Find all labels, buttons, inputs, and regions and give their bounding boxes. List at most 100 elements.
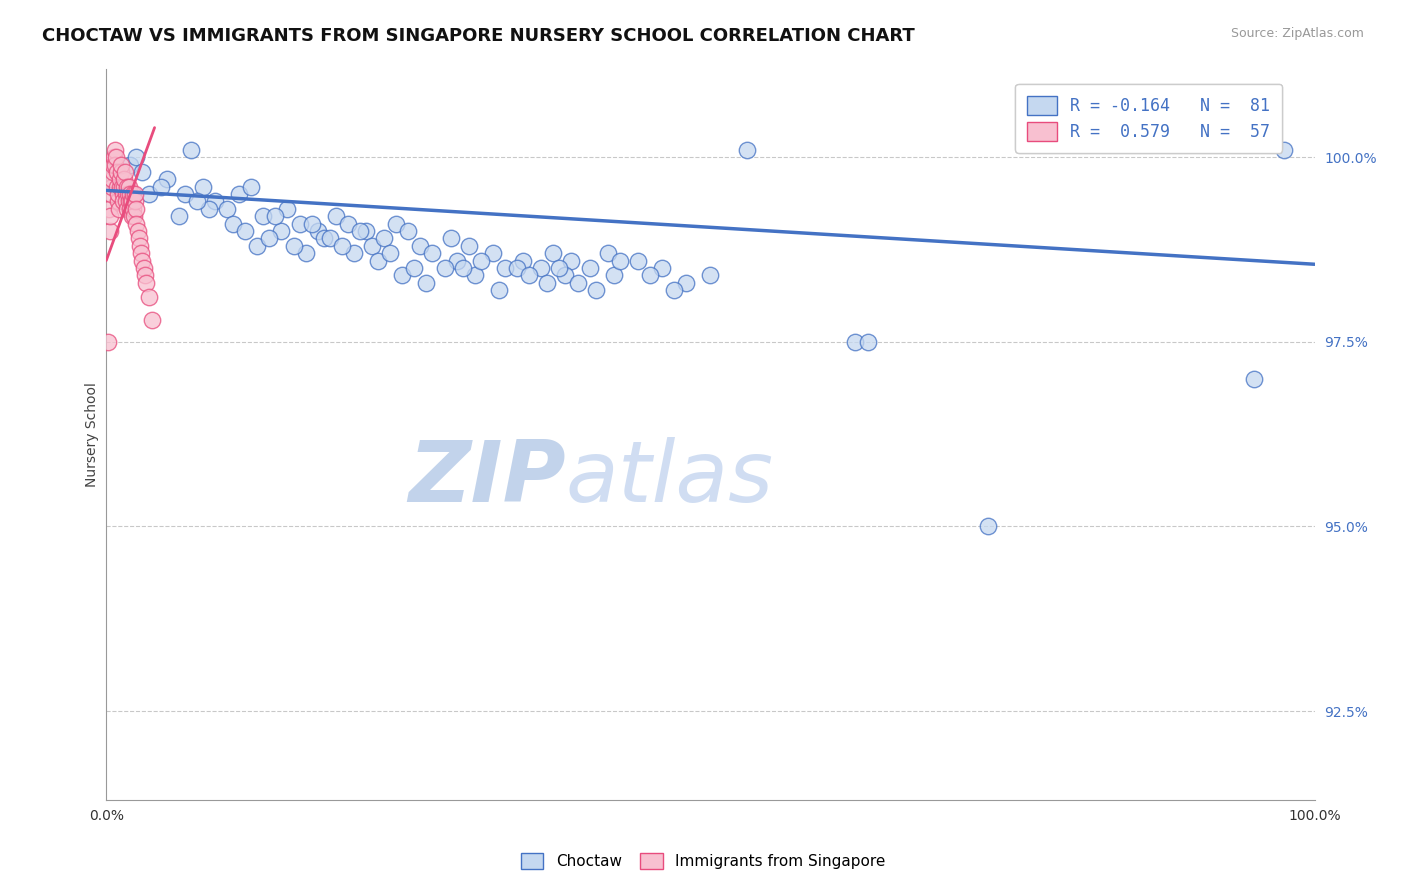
Point <box>156 172 179 186</box>
Legend: R = -0.164   N =  81, R =  0.579   N =  57: R = -0.164 N = 81, R = 0.579 N = 57 <box>1015 84 1282 153</box>
Point <box>415 276 437 290</box>
Point <box>103 150 125 164</box>
Point <box>108 179 131 194</box>
Point <box>228 187 250 202</box>
Text: atlas: atlas <box>565 436 773 519</box>
Point <box>111 179 134 194</box>
Point <box>101 165 124 179</box>
Point <box>110 157 132 171</box>
Point <box>149 179 172 194</box>
Point <box>167 209 190 223</box>
Point <box>409 239 432 253</box>
Point <box>627 253 650 268</box>
Point <box>120 194 142 209</box>
Point <box>651 260 673 275</box>
Text: CHOCTAW VS IMMIGRANTS FROM SINGAPORE NURSERY SCHOOL CORRELATION CHART: CHOCTAW VS IMMIGRANTS FROM SINGAPORE NUR… <box>42 27 915 45</box>
Point <box>662 283 685 297</box>
Point <box>103 157 125 171</box>
Point <box>977 519 1000 533</box>
Point <box>101 172 124 186</box>
Point <box>603 268 626 283</box>
Point <box>543 246 565 260</box>
Point <box>129 239 152 253</box>
Point <box>844 334 866 349</box>
Point <box>118 194 141 209</box>
Text: ZIP: ZIP <box>408 436 565 519</box>
Point <box>246 239 269 253</box>
Point <box>270 224 292 238</box>
Point <box>104 150 127 164</box>
Point <box>112 172 135 186</box>
Point <box>191 179 214 194</box>
Point <box>464 268 486 283</box>
Point <box>125 202 148 216</box>
Point <box>276 202 298 216</box>
Point <box>127 224 149 238</box>
Point <box>240 179 263 194</box>
Point <box>100 209 122 223</box>
Point <box>131 165 153 179</box>
Point <box>336 217 359 231</box>
Point <box>440 231 463 245</box>
Point <box>560 253 582 268</box>
Point <box>283 239 305 253</box>
Point <box>98 224 121 238</box>
Point <box>173 187 195 202</box>
Point <box>488 283 510 297</box>
Point <box>115 194 138 209</box>
Point <box>506 260 529 275</box>
Point <box>349 224 371 238</box>
Point <box>110 165 132 179</box>
Point <box>422 246 444 260</box>
Point <box>97 334 120 349</box>
Point <box>361 239 384 253</box>
Point <box>578 260 600 275</box>
Point <box>396 224 419 238</box>
Point <box>451 260 474 275</box>
Point <box>122 209 145 223</box>
Point <box>259 231 281 245</box>
Point <box>301 217 323 231</box>
Point <box>112 194 135 209</box>
Point <box>367 253 389 268</box>
Point <box>100 179 122 194</box>
Point <box>446 253 468 268</box>
Point <box>675 276 697 290</box>
Point <box>294 246 316 260</box>
Point <box>125 150 148 164</box>
Point <box>517 268 540 283</box>
Point <box>222 217 245 231</box>
Point <box>735 143 758 157</box>
Point <box>494 260 516 275</box>
Point <box>609 253 631 268</box>
Point <box>118 202 141 216</box>
Point <box>138 187 160 202</box>
Point <box>128 231 150 245</box>
Point <box>457 239 479 253</box>
Point <box>129 246 152 260</box>
Point <box>112 179 135 194</box>
Point <box>134 268 156 283</box>
Point <box>124 187 146 202</box>
Point <box>530 260 553 275</box>
Point <box>433 260 456 275</box>
Point <box>117 179 139 194</box>
Point <box>105 165 128 179</box>
Point <box>104 143 127 157</box>
Point <box>391 268 413 283</box>
Point <box>115 179 138 194</box>
Point <box>100 187 122 202</box>
Point <box>319 231 342 245</box>
Point <box>385 217 408 231</box>
Point <box>114 165 136 179</box>
Point <box>121 187 143 202</box>
Point <box>124 194 146 209</box>
Point <box>264 209 287 223</box>
Point <box>107 194 129 209</box>
Point <box>204 194 226 209</box>
Point <box>141 312 163 326</box>
Point <box>312 231 335 245</box>
Point <box>585 283 607 297</box>
Point <box>111 187 134 202</box>
Point <box>470 253 492 268</box>
